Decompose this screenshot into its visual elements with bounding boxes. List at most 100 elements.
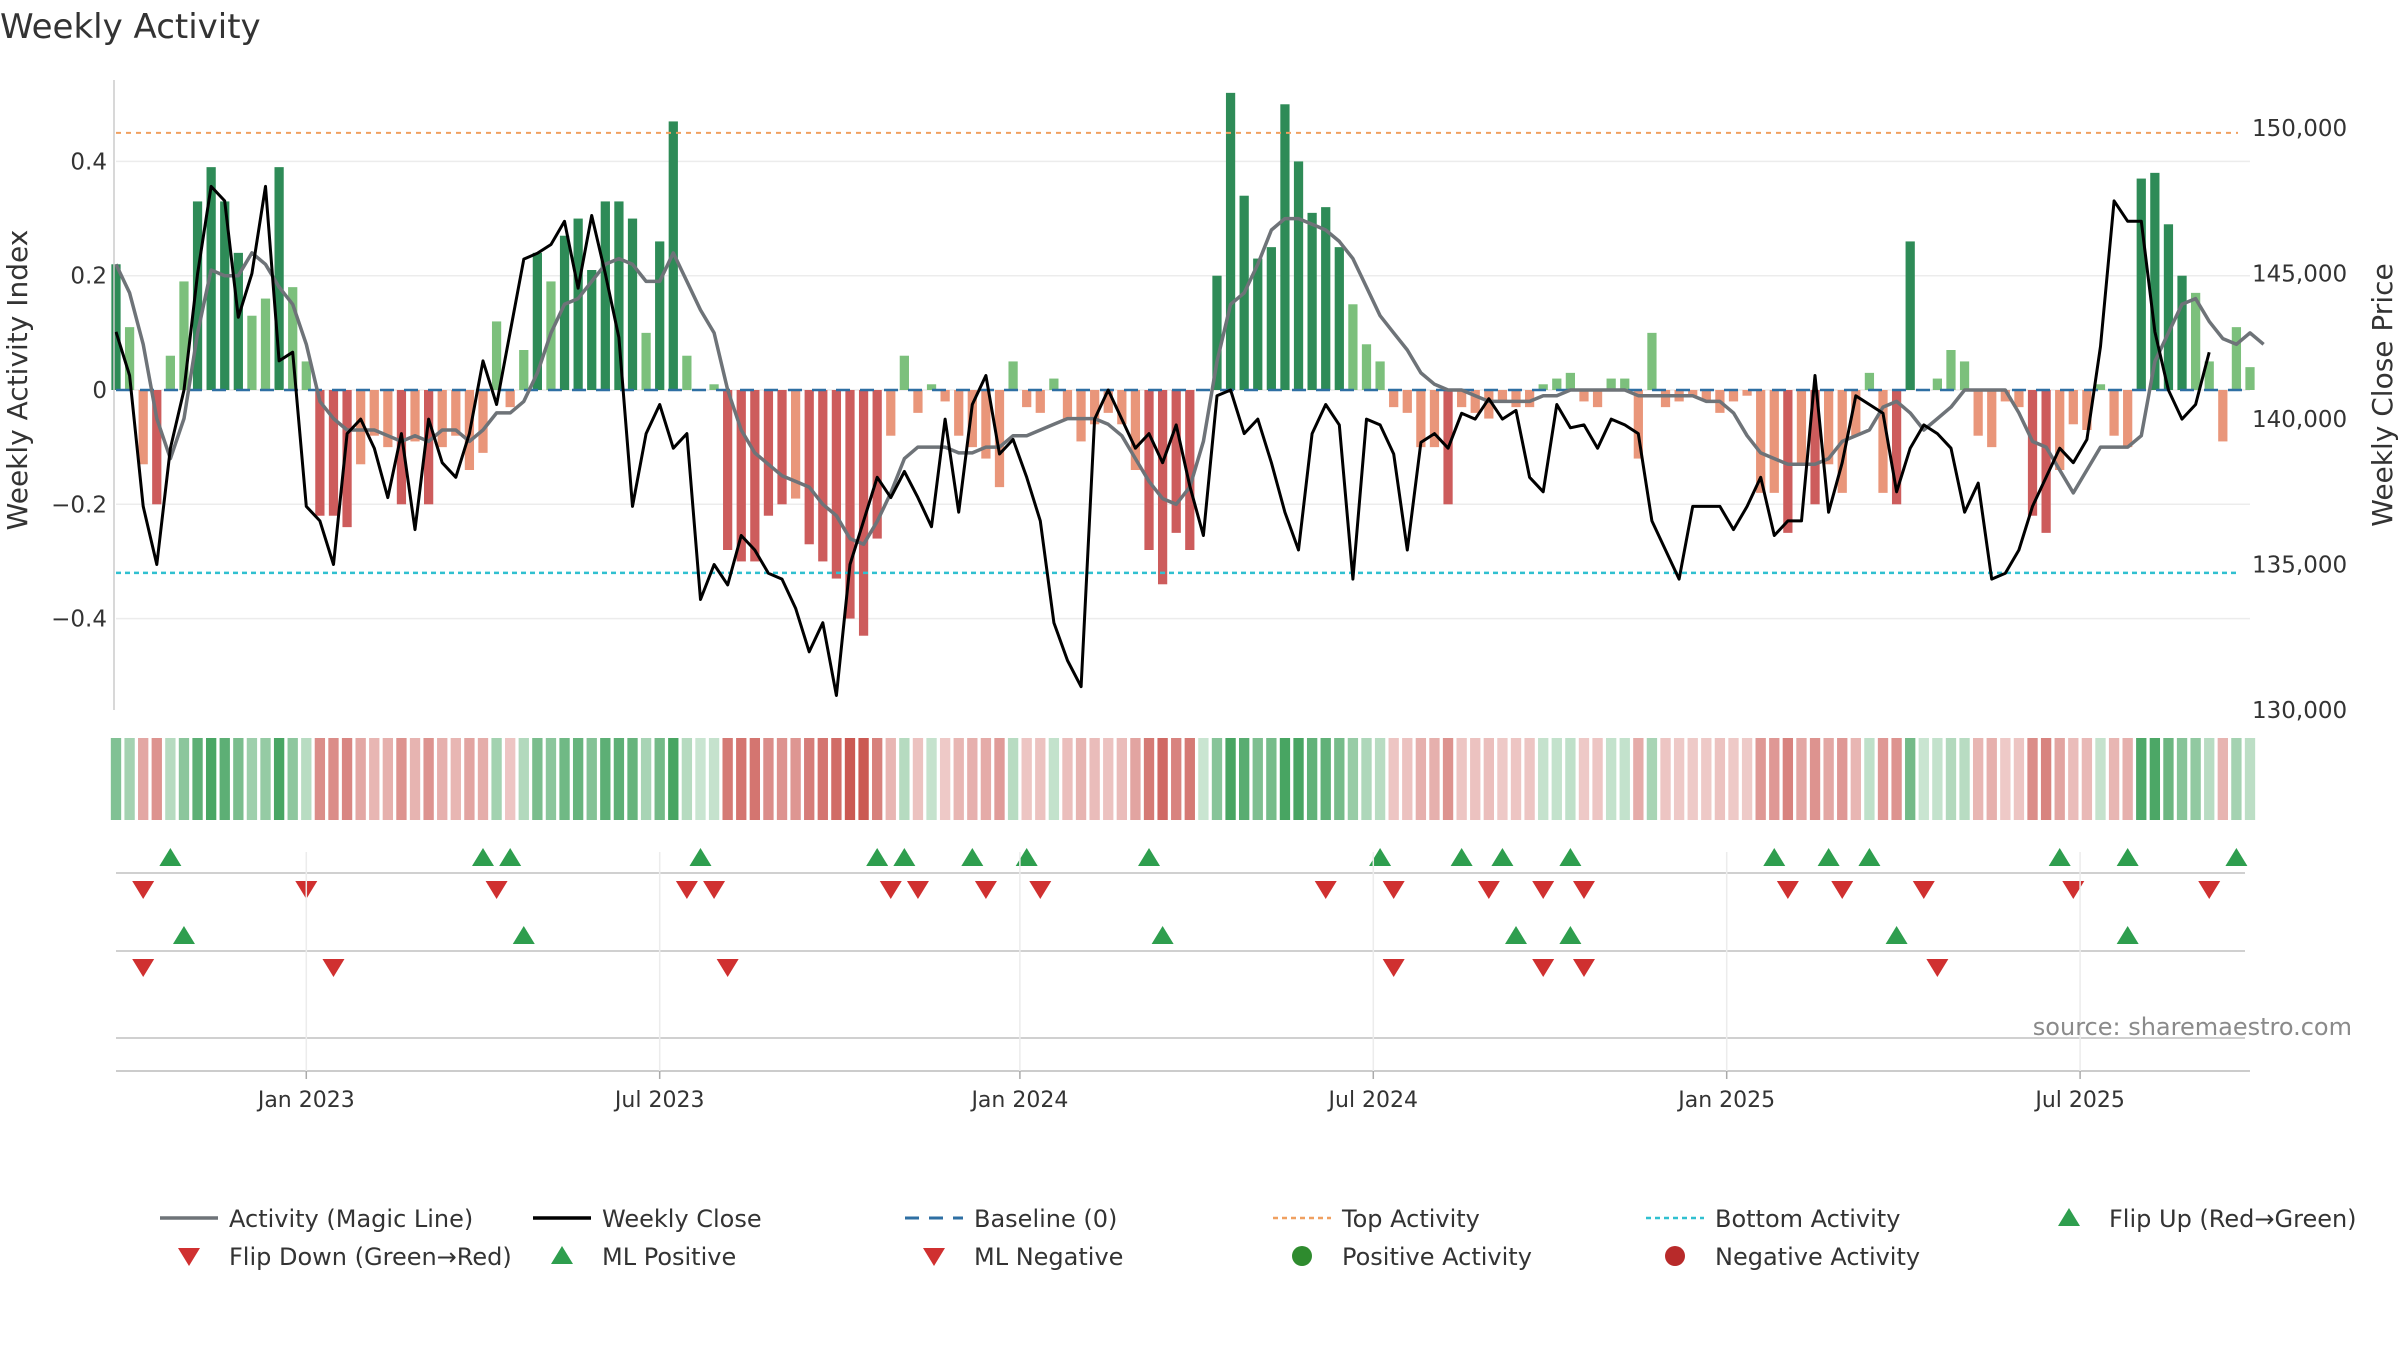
heat-strip-cell — [532, 738, 543, 820]
activity-bar — [247, 315, 257, 390]
heat-strip-cell — [1334, 738, 1345, 820]
legend-label: Flip Up (Red→Green) — [2109, 1205, 2357, 1233]
heat-strip-cell — [1130, 738, 1141, 820]
reference-lines — [116, 131, 2250, 575]
flip-up-marker — [1015, 848, 1038, 866]
heat-strip-cell — [600, 738, 611, 820]
activity-bar — [1470, 390, 1480, 413]
activity-bar — [260, 298, 271, 390]
flip-up-marker — [159, 848, 182, 866]
x-tick-label: Jan 2025 — [1676, 1088, 1775, 1113]
heat-strip-cell — [1266, 738, 1277, 820]
heat-strip-cell — [192, 738, 203, 820]
legend-swatch — [1292, 1246, 1312, 1266]
y-axis-label: Weekly Activity Index — [1, 230, 34, 531]
activity-bar — [1402, 390, 1412, 413]
y2-tick-label: 140,000 — [2252, 407, 2347, 433]
ml-positive-marker — [172, 926, 195, 944]
heat-strip-cell — [1809, 738, 1821, 820]
legend-swatch — [2058, 1208, 2080, 1226]
activity-bar — [967, 390, 977, 448]
heat-strip-cell — [2217, 738, 2228, 820]
activity-bar — [1171, 390, 1181, 533]
activity-bar — [1117, 390, 1127, 425]
activity-bar — [600, 201, 610, 390]
heat-strip-cell — [2040, 738, 2052, 820]
heat-strip-cell — [2136, 738, 2147, 820]
legend-label: Baseline (0) — [974, 1205, 1117, 1233]
heat-strip-cell — [736, 738, 747, 820]
flip-up-marker — [1450, 848, 1473, 866]
activity-bar — [1334, 247, 1344, 390]
activity-bar — [505, 390, 515, 408]
legend: Activity (Magic Line) Weekly Close Baselin… — [160, 1205, 2357, 1271]
legend-item: Bottom Activity — [1646, 1205, 1900, 1233]
heat-strip-cell — [1660, 738, 1671, 820]
legend-item: Top Activity — [1273, 1205, 1480, 1233]
heat-strip-cell — [178, 738, 190, 820]
heat-strip-cell — [1470, 738, 1481, 820]
flip-up-marker — [961, 848, 984, 866]
activity-bar — [655, 241, 665, 390]
legend-item: Weekly Close — [533, 1205, 762, 1233]
heat-strip-cell — [1728, 738, 1739, 820]
heat-strip-cell — [872, 738, 883, 820]
heat-strip-cell — [505, 738, 516, 820]
flip-up-marker — [1559, 848, 1582, 866]
heat-strip-cell — [314, 738, 326, 820]
activity-bar — [2041, 390, 2051, 533]
heat-strip-cell — [1755, 738, 1766, 820]
flip-up-marker — [689, 848, 712, 866]
heat-strip — [110, 738, 2256, 820]
heat-strip-cell — [273, 738, 285, 820]
activity-bar — [1647, 332, 1657, 390]
activity-bar — [858, 390, 869, 636]
legend-label: Bottom Activity — [1715, 1205, 1900, 1233]
heat-strip-cell — [341, 738, 353, 820]
activity-bar — [2136, 178, 2146, 390]
activity-bar — [804, 390, 814, 545]
activity-bar — [1511, 390, 1521, 408]
heat-strip-cell — [110, 738, 122, 820]
activity-bar — [1796, 390, 1807, 465]
ml-negative-marker — [1572, 959, 1595, 977]
ml-negative-marker — [1532, 959, 1555, 977]
activity-bar — [1905, 241, 1915, 390]
y-tick-label: −0.4 — [51, 607, 107, 633]
activity-bar — [233, 252, 243, 390]
activity-bar — [1185, 390, 1195, 550]
legend-item: Flip Up (Red→Green) — [2058, 1205, 2357, 1233]
heat-strip-cell — [369, 738, 380, 820]
heat-strip-cell — [1402, 738, 1413, 820]
flip-up-marker — [1369, 848, 1392, 866]
heat-strip-cell — [1198, 738, 1209, 820]
flip-up-marker — [2225, 848, 2248, 866]
heat-strip-cell — [1823, 738, 1834, 820]
activity-bar — [2027, 390, 2038, 516]
activity-bar — [2177, 275, 2187, 390]
flip-down-marker — [2198, 881, 2221, 899]
activity-bar — [1497, 390, 1508, 402]
heat-strip-cell — [763, 738, 774, 820]
flip-up-marker — [1138, 848, 1161, 866]
signal-markers — [116, 848, 2248, 1039]
activity-bar — [1280, 104, 1290, 391]
heat-strip-cell — [287, 738, 298, 820]
activity-bar — [301, 361, 311, 390]
activity-bar — [2000, 390, 2010, 402]
heat-strip-cell — [1538, 738, 1549, 820]
heat-strip-cell — [1116, 738, 1127, 820]
activity-bar — [396, 390, 407, 505]
flip-up-marker — [2116, 848, 2139, 866]
heat-strip-cell — [423, 738, 434, 820]
heat-strip-cell — [151, 738, 162, 820]
activity-bar — [2055, 390, 2065, 470]
heat-strip-cell — [1986, 738, 1997, 820]
activity-bar — [2191, 292, 2201, 390]
activity-bar — [2163, 224, 2174, 390]
heat-strip-cell — [1089, 738, 1100, 820]
heat-strip-cell — [545, 738, 557, 820]
heat-strip-cell — [1673, 738, 1685, 820]
activity-bar — [1062, 390, 1073, 419]
